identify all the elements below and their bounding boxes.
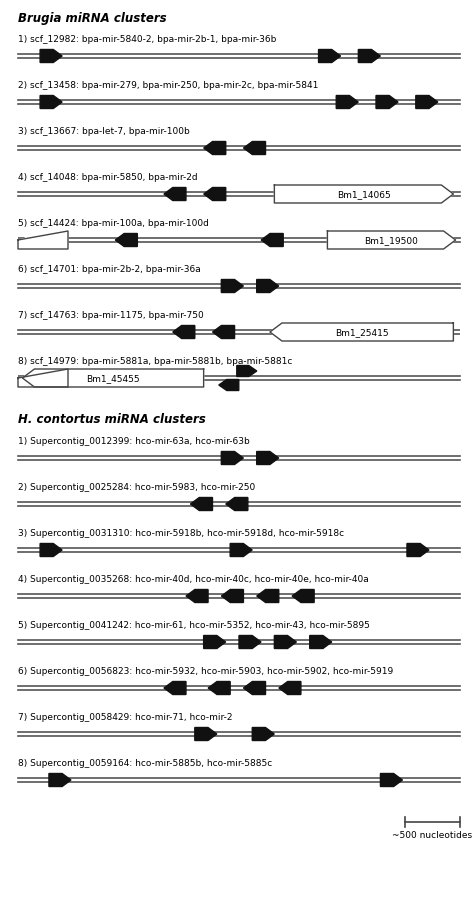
Polygon shape	[195, 728, 217, 741]
Polygon shape	[376, 97, 398, 109]
Polygon shape	[186, 590, 208, 603]
Polygon shape	[239, 636, 261, 649]
Polygon shape	[204, 636, 226, 649]
Polygon shape	[310, 636, 332, 649]
Polygon shape	[173, 327, 195, 339]
Polygon shape	[244, 682, 265, 695]
Text: 1) scf_12982: bpa-mir-5840-2, bpa-mir-2b-1, bpa-mir-36b: 1) scf_12982: bpa-mir-5840-2, bpa-mir-2b…	[18, 35, 276, 44]
Polygon shape	[221, 281, 243, 293]
Polygon shape	[328, 232, 456, 250]
Text: H. contortus miRNA clusters: H. contortus miRNA clusters	[18, 412, 206, 426]
Polygon shape	[40, 544, 62, 557]
Text: ~500 nucleotides: ~500 nucleotides	[392, 830, 473, 839]
Text: 6) Supercontig_0056823: hco-mir-5932, hco-mir-5903, hco-mir-5902, hco-mir-5919: 6) Supercontig_0056823: hco-mir-5932, hc…	[18, 667, 393, 676]
Polygon shape	[115, 235, 137, 247]
Polygon shape	[292, 590, 314, 603]
Text: 2) Supercontig_0025284: hco-mir-5983, hco-mir-250: 2) Supercontig_0025284: hco-mir-5983, hc…	[18, 483, 255, 492]
Text: 3) Supercontig_0031310: hco-mir-5918b, hco-mir-5918d, hco-mir-5918c: 3) Supercontig_0031310: hco-mir-5918b, h…	[18, 529, 344, 538]
Polygon shape	[40, 51, 62, 63]
Polygon shape	[279, 682, 301, 695]
Polygon shape	[274, 186, 453, 204]
Polygon shape	[358, 51, 380, 63]
Text: 4) Supercontig_0035268: hco-mir-40d, hco-mir-40c, hco-mir-40e, hco-mir-40a: 4) Supercontig_0035268: hco-mir-40d, hco…	[18, 575, 369, 584]
Polygon shape	[18, 232, 68, 250]
Polygon shape	[164, 682, 186, 695]
Polygon shape	[221, 590, 244, 603]
Text: 8) scf_14979: bpa-mir-5881a, bpa-mir-5881b, bpa-mir-5881c: 8) scf_14979: bpa-mir-5881a, bpa-mir-588…	[18, 356, 292, 365]
Polygon shape	[221, 452, 243, 465]
Text: Bm1_14065: Bm1_14065	[337, 190, 391, 199]
Polygon shape	[204, 189, 226, 201]
Text: 1) Supercontig_0012399: hco-mir-63a, hco-mir-63b: 1) Supercontig_0012399: hco-mir-63a, hco…	[18, 437, 250, 446]
Polygon shape	[274, 636, 296, 649]
Polygon shape	[270, 324, 453, 342]
Polygon shape	[244, 143, 265, 155]
Polygon shape	[22, 370, 204, 388]
Polygon shape	[237, 366, 257, 377]
Polygon shape	[257, 590, 279, 603]
Polygon shape	[252, 728, 274, 741]
Polygon shape	[257, 452, 279, 465]
Polygon shape	[204, 143, 226, 155]
Polygon shape	[164, 189, 186, 201]
Text: 7) Supercontig_0058429: hco-mir-71, hco-mir-2: 7) Supercontig_0058429: hco-mir-71, hco-…	[18, 713, 233, 722]
Polygon shape	[40, 97, 62, 109]
Text: Bm1_19500: Bm1_19500	[365, 236, 419, 245]
Text: 3) scf_13667: bpa-let-7, bpa-mir-100b: 3) scf_13667: bpa-let-7, bpa-mir-100b	[18, 127, 190, 136]
Text: Brugia miRNA clusters: Brugia miRNA clusters	[18, 12, 167, 25]
Polygon shape	[319, 51, 340, 63]
Polygon shape	[257, 281, 279, 293]
Text: 4) scf_14048: bpa-mir-5850, bpa-mir-2d: 4) scf_14048: bpa-mir-5850, bpa-mir-2d	[18, 173, 198, 182]
Polygon shape	[407, 544, 429, 557]
Polygon shape	[208, 682, 230, 695]
Polygon shape	[261, 235, 283, 247]
Polygon shape	[226, 498, 248, 511]
Polygon shape	[416, 97, 438, 109]
Polygon shape	[336, 97, 358, 109]
Polygon shape	[18, 370, 68, 388]
Text: 5) scf_14424: bpa-mir-100a, bpa-mir-100d: 5) scf_14424: bpa-mir-100a, bpa-mir-100d	[18, 219, 209, 227]
Text: 7) scf_14763: bpa-mir-1175, bpa-mir-750: 7) scf_14763: bpa-mir-1175, bpa-mir-750	[18, 310, 204, 319]
Text: 8) Supercontig_0059164: hco-mir-5885b, hco-mir-5885c: 8) Supercontig_0059164: hco-mir-5885b, h…	[18, 759, 272, 767]
Text: 6) scf_14701: bpa-mir-2b-2, bpa-mir-36a: 6) scf_14701: bpa-mir-2b-2, bpa-mir-36a	[18, 264, 201, 273]
Text: 2) scf_13458: bpa-mir-279, bpa-mir-250, bpa-mir-2c, bpa-mir-5841: 2) scf_13458: bpa-mir-279, bpa-mir-250, …	[18, 81, 319, 90]
Text: 5) Supercontig_0041242: hco-mir-61, hco-mir-5352, hco-mir-43, hco-mir-5895: 5) Supercontig_0041242: hco-mir-61, hco-…	[18, 621, 370, 630]
Polygon shape	[191, 498, 212, 511]
Polygon shape	[49, 774, 71, 787]
Text: Bm1_45455: Bm1_45455	[86, 374, 140, 383]
Polygon shape	[212, 327, 235, 339]
Polygon shape	[230, 544, 252, 557]
Polygon shape	[381, 774, 402, 787]
Text: Bm1_25415: Bm1_25415	[335, 328, 389, 337]
Polygon shape	[219, 380, 239, 391]
